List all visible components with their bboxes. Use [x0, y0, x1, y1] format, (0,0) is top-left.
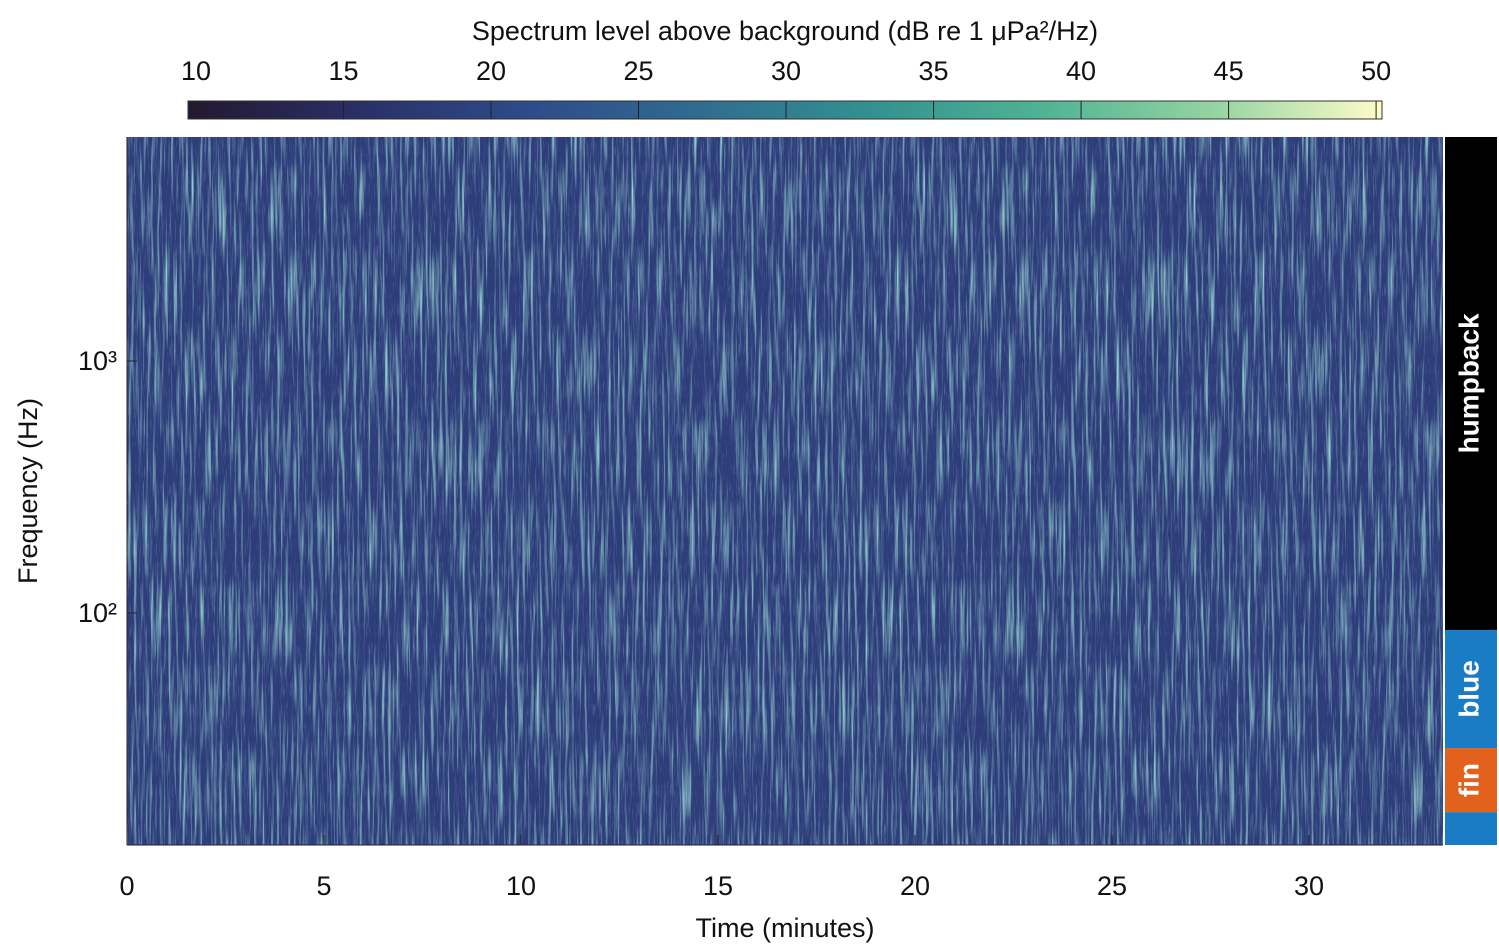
colorbar-title: Spectrum level above background (dB re 1…: [472, 16, 1098, 46]
x-tick-label: 20: [900, 871, 930, 901]
spectrogram: [127, 137, 1443, 845]
species-band: blue: [1445, 629, 1497, 749]
y-tick-label: 10³: [78, 346, 117, 376]
x-tick-label: 0: [119, 871, 134, 901]
x-tick-label: 25: [1097, 871, 1127, 901]
colorbar-tick-label: 35: [919, 56, 949, 86]
band-rect: [1445, 812, 1497, 845]
x-tick-label: 5: [316, 871, 331, 901]
species-band: [1445, 812, 1497, 845]
species-band: humpback: [1445, 137, 1497, 630]
y-tick-label: 10²: [78, 598, 117, 628]
colorbar-tick-label: 45: [1214, 56, 1244, 86]
colorbar-tick-label: 10: [181, 56, 211, 86]
colorbar-tick-label: 25: [623, 56, 653, 86]
band-label: humpback: [1453, 313, 1484, 453]
x-tick-label: 10: [506, 871, 536, 901]
species-band: fin: [1445, 748, 1497, 813]
colorbar-tick-label: 15: [328, 56, 358, 86]
x-tick-label: 15: [703, 871, 733, 901]
band-label: fin: [1453, 763, 1484, 797]
colorbar: [187, 100, 1383, 120]
colorbar-tick-label: 40: [1066, 56, 1096, 86]
colorbar-tick-label: 30: [771, 56, 801, 86]
spectrogram-texture: [127, 137, 1443, 845]
band-rect: [1445, 137, 1497, 630]
band-rect: [1445, 629, 1497, 749]
x-axis-label: Time (minutes): [695, 913, 874, 943]
band-label: blue: [1453, 660, 1484, 718]
x-tick-label: 30: [1294, 871, 1324, 901]
y-axis-label: Frequency (Hz): [13, 398, 43, 584]
colorbar-tick-label: 20: [476, 56, 506, 86]
band-rect: [1445, 748, 1497, 813]
colorbar-tick-label: 50: [1361, 56, 1391, 86]
